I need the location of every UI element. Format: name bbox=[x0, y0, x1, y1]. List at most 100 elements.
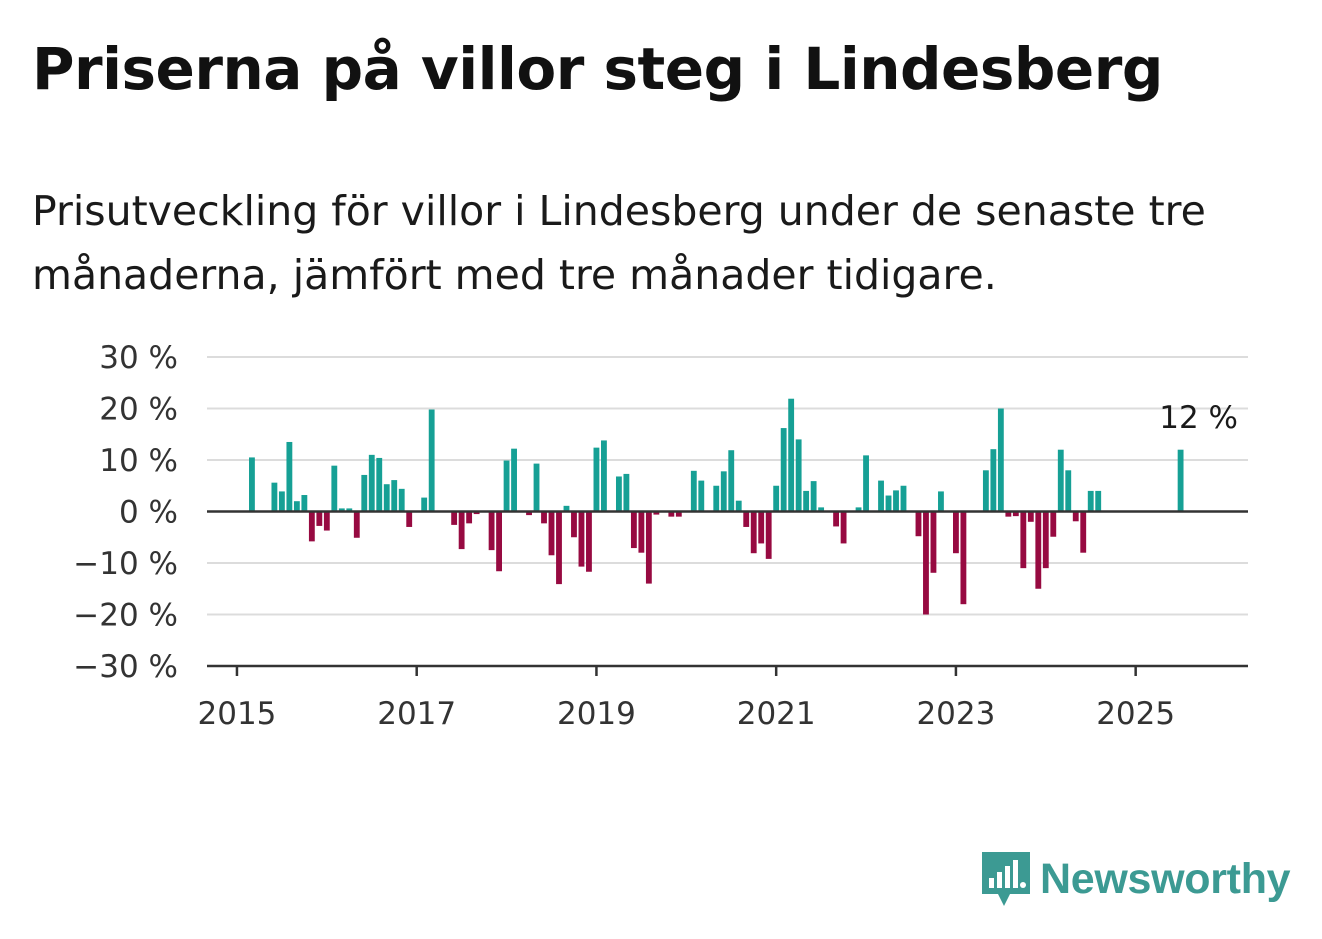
bar bbox=[526, 511, 532, 516]
y-tick-label: −20 % bbox=[73, 598, 178, 634]
bar bbox=[308, 511, 315, 542]
brand: Newsworthy bbox=[980, 848, 1291, 910]
bar bbox=[623, 473, 630, 512]
bar bbox=[249, 457, 255, 512]
bar bbox=[923, 511, 929, 615]
bar bbox=[1177, 449, 1184, 512]
bar bbox=[316, 511, 323, 526]
bar bbox=[713, 485, 720, 512]
bar bbox=[1050, 511, 1057, 537]
x-tick-label: 2021 bbox=[737, 696, 816, 732]
bar bbox=[1020, 511, 1027, 569]
bar bbox=[615, 476, 622, 512]
bar bbox=[1012, 511, 1019, 517]
bar bbox=[556, 511, 562, 585]
bar bbox=[668, 511, 675, 517]
x-tick-label: 2023 bbox=[916, 696, 995, 732]
bar bbox=[788, 398, 795, 512]
bars bbox=[249, 398, 1184, 615]
bar bbox=[278, 491, 285, 512]
bar bbox=[878, 480, 884, 512]
bar bbox=[885, 495, 892, 512]
bar bbox=[863, 455, 869, 512]
newsworthy-logo-icon bbox=[982, 852, 1030, 906]
bar bbox=[473, 511, 480, 515]
x-tick-label: 2017 bbox=[377, 696, 456, 732]
bar bbox=[533, 463, 540, 512]
bar bbox=[586, 511, 592, 572]
bar bbox=[466, 511, 473, 524]
bar bbox=[548, 511, 555, 556]
bar bbox=[810, 481, 817, 512]
bar bbox=[833, 511, 840, 527]
bar bbox=[930, 511, 937, 573]
bar bbox=[720, 471, 727, 512]
bar bbox=[653, 511, 660, 515]
bar bbox=[840, 511, 847, 544]
bar bbox=[997, 408, 1004, 512]
bar bbox=[795, 439, 802, 512]
bar bbox=[331, 465, 338, 512]
bar bbox=[990, 449, 997, 512]
bar bbox=[675, 511, 682, 517]
bar bbox=[293, 501, 300, 512]
bar bbox=[428, 409, 435, 512]
bar bbox=[1065, 470, 1072, 512]
bar bbox=[391, 480, 398, 512]
bar bbox=[301, 495, 308, 512]
bar bbox=[578, 511, 585, 567]
chart-subtitle: Prisutveckling för villor i Lindesberg u… bbox=[32, 187, 1206, 299]
bar bbox=[458, 511, 465, 550]
bar bbox=[383, 484, 390, 512]
bar bbox=[271, 482, 278, 512]
y-tick-label: −10 % bbox=[73, 546, 178, 582]
bar bbox=[1072, 511, 1079, 522]
x-tick-label: 2019 bbox=[557, 696, 636, 732]
bar bbox=[488, 511, 495, 551]
bar bbox=[960, 511, 967, 605]
bar bbox=[915, 511, 922, 537]
bar bbox=[953, 511, 959, 554]
bar bbox=[563, 505, 570, 512]
y-tick-label: −30 % bbox=[73, 649, 178, 685]
bar bbox=[346, 508, 353, 512]
bar bbox=[421, 497, 428, 512]
bar bbox=[818, 507, 825, 512]
y-tick-label: 20 % bbox=[99, 392, 178, 428]
y-tick-label: 30 % bbox=[99, 340, 178, 376]
bar bbox=[645, 511, 652, 584]
y-tick-label: 0 % bbox=[119, 495, 178, 531]
bar bbox=[286, 441, 293, 512]
bar bbox=[541, 511, 547, 524]
bar bbox=[571, 511, 577, 538]
bar bbox=[1042, 511, 1049, 569]
latest-value-label: 12 % bbox=[1159, 400, 1238, 436]
x-tick-label: 2025 bbox=[1096, 696, 1175, 732]
bar bbox=[398, 488, 405, 512]
x-tick-label: 2015 bbox=[198, 696, 277, 732]
bar bbox=[765, 511, 772, 559]
bar bbox=[1080, 511, 1087, 553]
bar bbox=[900, 485, 907, 512]
bar bbox=[743, 511, 750, 527]
bar bbox=[601, 440, 607, 512]
bar bbox=[750, 511, 757, 554]
bar bbox=[1035, 511, 1042, 589]
bar bbox=[803, 490, 810, 512]
bar bbox=[728, 450, 735, 512]
bar bbox=[982, 470, 989, 512]
y-tick-label: 10 % bbox=[99, 443, 178, 479]
bar bbox=[1095, 490, 1102, 512]
bar bbox=[780, 428, 787, 512]
bar bbox=[406, 511, 413, 527]
bar bbox=[451, 511, 458, 525]
bar bbox=[698, 480, 705, 512]
axes bbox=[207, 510, 1248, 676]
bar bbox=[376, 457, 383, 512]
bar bbox=[773, 485, 780, 512]
bar bbox=[1087, 490, 1094, 512]
bar bbox=[1057, 449, 1064, 512]
bar bbox=[361, 474, 368, 512]
bar bbox=[593, 447, 600, 512]
